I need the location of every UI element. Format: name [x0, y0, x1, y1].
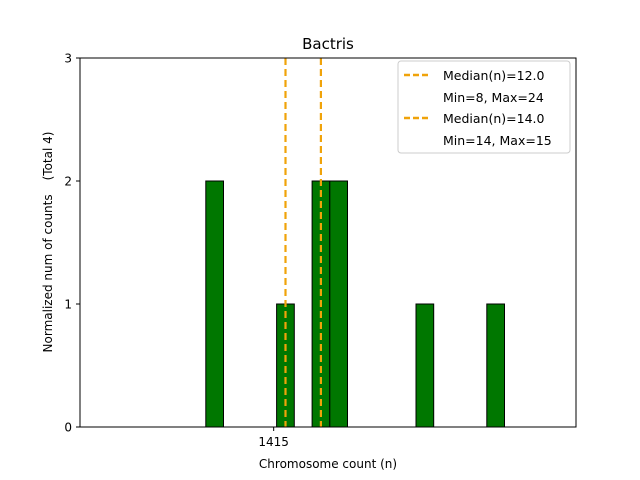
x-axis-ticks: 1415 [258, 427, 289, 449]
bar-0 [205, 180, 225, 428]
legend-box [397, 60, 571, 154]
y-axis-label: Normalized num of counts (Total 4) [41, 132, 55, 353]
x-axis-label: Chromosome count (n) [259, 457, 397, 471]
x-tick-label: 1415 [258, 435, 289, 449]
y-axis-ticks: 0 1 2 3 [64, 52, 80, 435]
y-tick-label-3: 3 [64, 52, 72, 66]
bar-4 [415, 303, 435, 428]
legend: Median(n)=12.0 Min=8, Max=24 Median(n)=1… [397, 60, 571, 154]
y-tick-label-1: 1 [64, 298, 72, 312]
bar-5 [486, 303, 505, 428]
median-lines-group [284, 58, 322, 427]
legend-median-1-range: Min=8, Max=24 [443, 90, 544, 105]
y-tick-label-2: 2 [64, 175, 72, 189]
plot-frame [79, 57, 577, 428]
legend-median-2-label: Median(n)=14.0 [443, 111, 544, 126]
chart-title: Bactris [302, 35, 354, 53]
legend-median-1-label: Median(n)=12.0 [443, 68, 544, 83]
y-axis-label-main: Normalized num of counts [41, 194, 55, 352]
bar-3 [329, 180, 348, 428]
bars-group [205, 180, 505, 428]
y-axis-label-note: (Total 4) [41, 132, 55, 181]
legend-median-2-range: Min=14, Max=15 [443, 133, 552, 148]
y-tick-label-0: 0 [64, 421, 72, 435]
